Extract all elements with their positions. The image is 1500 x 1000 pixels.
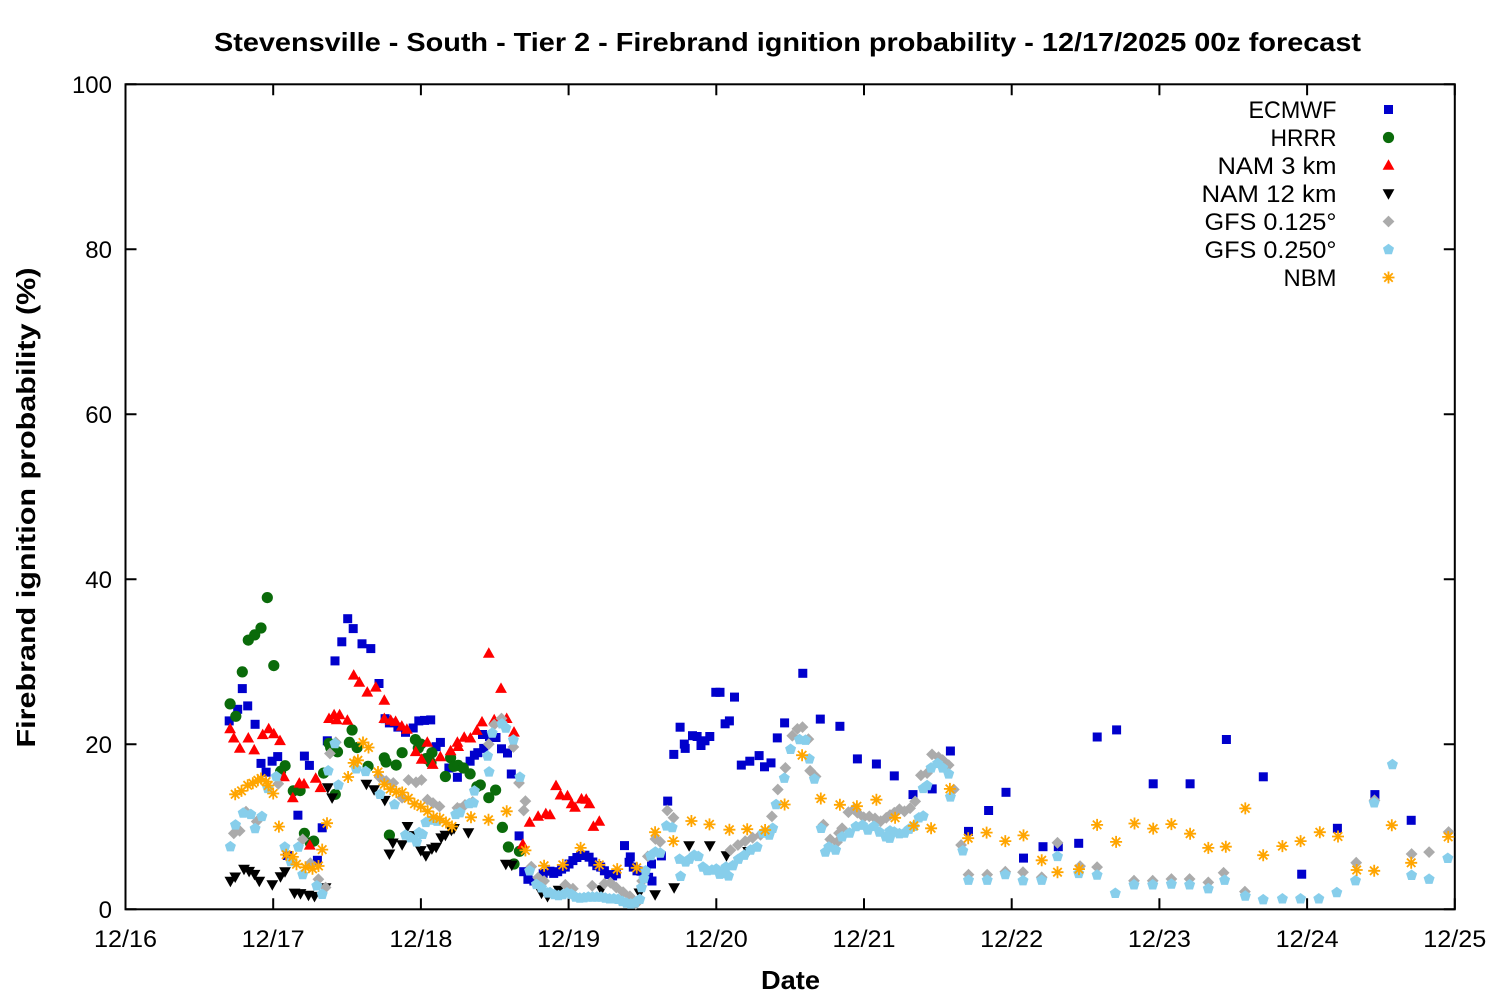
svg-text:12/19: 12/19 (537, 926, 600, 953)
svg-text:12/20: 12/20 (685, 926, 748, 953)
svg-text:100: 100 (72, 72, 112, 99)
svg-text:ECMWF: ECMWF (1249, 97, 1337, 124)
svg-text:12/18: 12/18 (389, 926, 452, 953)
svg-text:12/24: 12/24 (1276, 926, 1339, 953)
svg-text:12/17: 12/17 (242, 926, 305, 953)
svg-text:80: 80 (85, 237, 112, 264)
svg-text:GFS 0.250°: GFS 0.250° (1205, 237, 1337, 264)
svg-text:NBM: NBM (1284, 265, 1337, 292)
svg-text:Stevensville - South - Tier 2: Stevensville - South - Tier 2 - Firebran… (214, 27, 1361, 57)
svg-text:12/22: 12/22 (980, 926, 1043, 953)
svg-text:40: 40 (85, 567, 112, 594)
svg-text:HRRR: HRRR (1271, 125, 1337, 152)
svg-text:Date: Date (761, 965, 820, 995)
svg-text:12/21: 12/21 (833, 926, 896, 953)
svg-text:12/16: 12/16 (94, 926, 157, 953)
svg-text:GFS 0.125°: GFS 0.125° (1205, 209, 1337, 236)
svg-text:NAM 3 km: NAM 3 km (1218, 153, 1337, 180)
svg-text:12/23: 12/23 (1128, 926, 1191, 953)
svg-text:20: 20 (85, 732, 112, 759)
svg-text:60: 60 (85, 402, 112, 429)
svg-text:0: 0 (99, 897, 112, 924)
svg-text:Firebrand ignition probability: Firebrand ignition probability (%) (11, 268, 41, 748)
svg-text:NAM 12 km: NAM 12 km (1202, 181, 1337, 208)
svg-text:12/25: 12/25 (1423, 926, 1486, 953)
